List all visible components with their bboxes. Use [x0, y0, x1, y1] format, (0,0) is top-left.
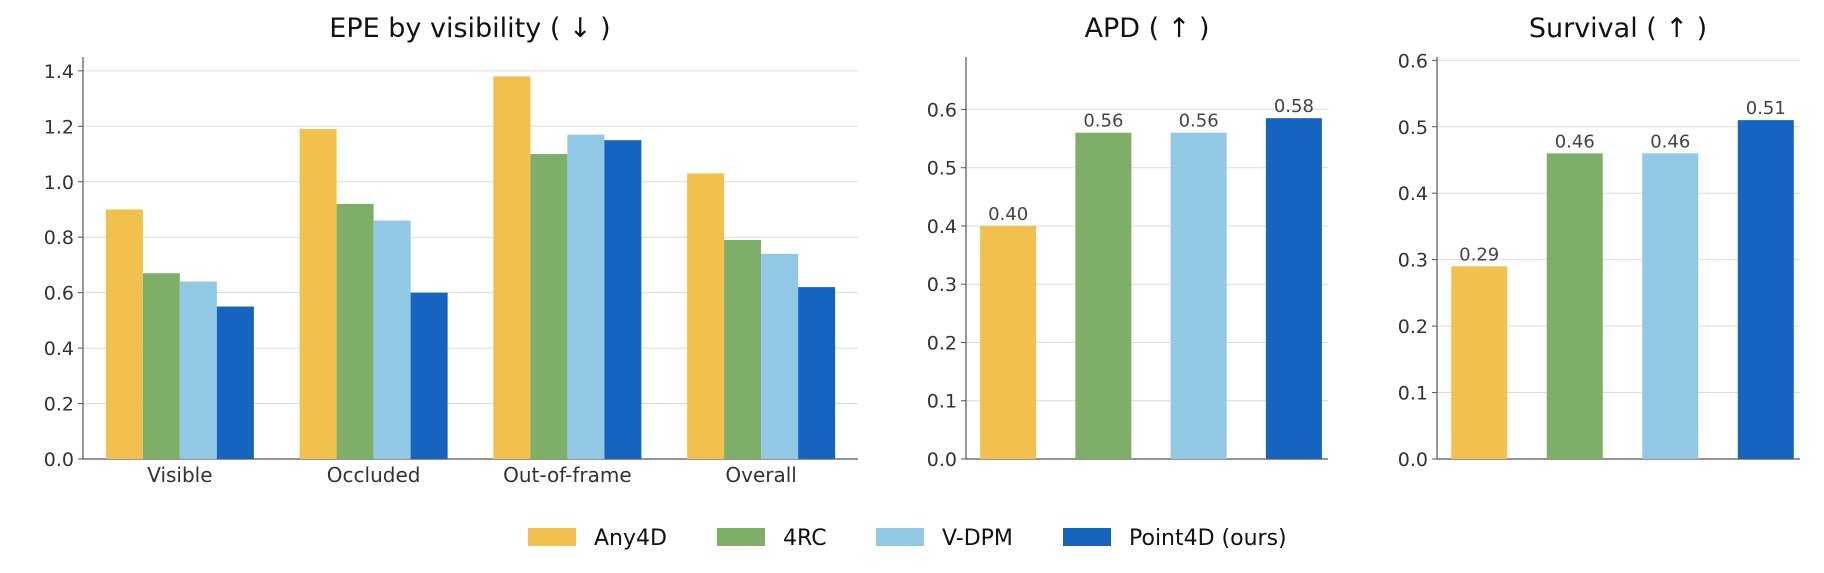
bar-point4d-ours- [1737, 120, 1794, 460]
bar-any4d [687, 173, 725, 459]
chart-title-apd: APD ( ↑ ) [1085, 13, 1210, 44]
bar-v-dpm [567, 134, 605, 460]
bar-4rc [142, 273, 180, 459]
x-tick-label: Occluded [327, 463, 421, 487]
bar-v-dpm [1642, 153, 1699, 459]
bar-any4d [299, 129, 337, 459]
y-tick-label: 1.2 [44, 116, 74, 138]
data-label: 0.46 [1555, 131, 1595, 152]
bar-point4d-ours- [798, 287, 836, 459]
x-tick-label: Overall [725, 463, 796, 487]
bar-v-dpm [373, 220, 411, 459]
y-tick-label: 0.3 [1398, 250, 1428, 272]
x-tick-label: Visible [147, 463, 212, 487]
bar-4rc [1075, 132, 1132, 459]
legend-label: Any4D [594, 526, 667, 551]
chart-title-epe: EPE by visibility ( ↓ ) [329, 13, 610, 44]
y-tick-label: 0.4 [927, 216, 957, 238]
bar-any4d [980, 225, 1037, 459]
bar-v-dpm [761, 253, 799, 459]
bar-point4d-ours- [216, 306, 254, 459]
y-tick-label: 0.4 [44, 338, 74, 360]
data-label: 0.56 [1179, 111, 1219, 132]
y-tick-label: 0.4 [1398, 183, 1428, 205]
chart-panel-1: 0.0 0.1 0.2 0.3 0.4 0.5 0.6 0.40 0.56 0.56 0.58 [927, 57, 1328, 471]
data-label: 0.51 [1746, 98, 1786, 119]
data-label: 0.40 [988, 204, 1028, 225]
legend: Any4D 4RC V-DPM Point4D (ours) [528, 526, 1287, 551]
legend-label: 4RC [783, 526, 827, 551]
bar-point4d-ours- [604, 140, 642, 459]
y-tick-label: 0.6 [1398, 50, 1428, 72]
y-tick-label: 0.6 [44, 283, 74, 305]
y-tick-label: 0.0 [44, 449, 74, 471]
bar-4rc [530, 154, 568, 459]
y-tick-label: 0.1 [927, 391, 957, 413]
y-tick-label: 0.0 [927, 449, 957, 471]
bar-point4d-ours- [410, 292, 448, 459]
chart-panel-0: 0.0 0.2 0.4 0.6 0.8 1.0 1.2 1.4 Visible Occluded O… [44, 57, 858, 487]
y-tick-label: 0.2 [927, 332, 957, 354]
legend-swatch [528, 528, 576, 546]
bar-any4d [105, 209, 143, 459]
y-tick-label: 0.5 [927, 158, 957, 180]
y-tick-label: 0.2 [1398, 316, 1428, 338]
y-tick-label: 0.6 [927, 99, 957, 121]
data-label: 0.56 [1083, 111, 1123, 132]
y-tick-label: 0.1 [1398, 383, 1428, 405]
legend-label: Point4D (ours) [1129, 526, 1287, 551]
bar-any4d [1451, 266, 1508, 459]
legend-swatch [717, 528, 765, 546]
y-tick-label: 0.2 [44, 394, 74, 416]
bar-4rc [336, 203, 374, 459]
bar-v-dpm [1170, 132, 1227, 459]
legend-swatch [1063, 528, 1111, 546]
y-tick-label: 1.0 [44, 172, 74, 194]
chart-title-survival: Survival ( ↑ ) [1529, 13, 1707, 44]
chart-panel-2: 0.0 0.1 0.2 0.3 0.4 0.5 0.6 0.29 0.46 0.46 0.51 [1398, 50, 1800, 471]
legend-label: V-DPM [942, 526, 1013, 551]
bar-v-dpm [179, 281, 217, 459]
bar-point4d-ours- [1265, 118, 1322, 459]
bar-4rc [1546, 153, 1603, 459]
x-tick-label: Out-of-frame [503, 463, 632, 487]
y-tick-label: 0.8 [44, 227, 74, 249]
y-tick-label: 0.5 [1398, 117, 1428, 139]
bar-4rc [724, 239, 762, 459]
data-label: 0.46 [1650, 131, 1690, 152]
y-tick-label: 0.0 [1398, 449, 1428, 471]
data-label: 0.29 [1459, 244, 1499, 265]
y-tick-label: 1.4 [44, 61, 74, 83]
data-label: 0.58 [1274, 96, 1314, 117]
bar-any4d [493, 76, 531, 460]
y-tick-label: 0.3 [927, 274, 957, 296]
legend-swatch [876, 528, 924, 546]
